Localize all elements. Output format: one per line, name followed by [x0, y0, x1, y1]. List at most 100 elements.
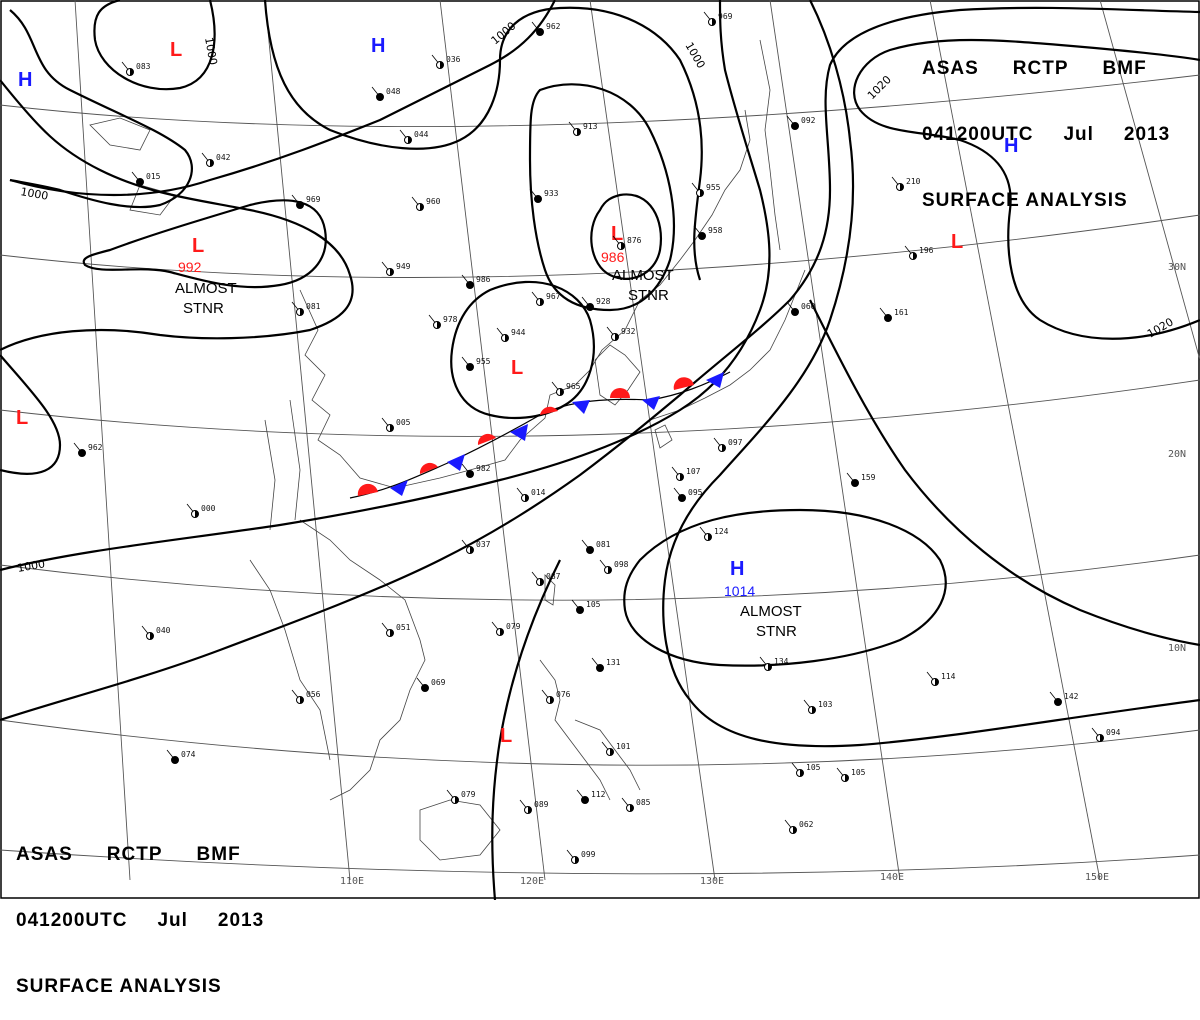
low-pressure-center: L — [611, 223, 623, 245]
station-plot: 210 — [891, 176, 921, 191]
pressure-centers: H L H H L L 986 ALMOST STNR L 992 ALMOST… — [16, 35, 1018, 747]
header-issuer: BMF — [1102, 58, 1147, 79]
station-cloud-cover — [500, 628, 504, 636]
station-pressure: 042 — [216, 153, 231, 162]
station-pressure: 103 — [818, 700, 833, 709]
station-plot: 044 — [399, 129, 429, 144]
station-cloud-cover — [680, 473, 684, 481]
station-plot: 051 — [381, 622, 411, 637]
station-cloud-cover — [575, 856, 579, 864]
station-observations: 962 969 036 048 044 083 015 042 960 969 949 081 986 9… — [73, 11, 1121, 864]
chart-header-top-right: ASAS RCTP BMF 041200UTC Jul 2013 SURFACE ANA… — [922, 14, 1170, 234]
station-cloud-cover — [795, 122, 799, 130]
grid-labels: 110E 120E 130E 140E 150E 30N 20N 10N — [340, 262, 1186, 887]
station-cloud-cover — [900, 183, 904, 191]
station-cloud-cover — [470, 470, 474, 478]
station-cloud-cover — [702, 232, 706, 240]
station-plot: 079 — [446, 789, 476, 804]
station-plot: 876 — [612, 235, 642, 250]
station-cloud-cover — [470, 281, 474, 289]
chart-header-bottom-left: ASAS RCTP BMF 041200UTC Jul 2013 SURFACE ANA… — [16, 800, 264, 1020]
station-plot: 094 — [1091, 727, 1121, 742]
station-pressure: 955 — [706, 183, 721, 192]
station-cloud-cover — [455, 796, 459, 804]
station-pressure: 982 — [476, 464, 491, 473]
station-cloud-cover — [793, 826, 797, 834]
station-cloud-cover — [440, 61, 444, 69]
station-plot: 986 — [461, 274, 491, 289]
header-issuer: RCTP — [1012, 58, 1069, 79]
station-cloud-cover — [528, 806, 532, 814]
station-pressure: 105 — [586, 600, 601, 609]
station-pressure: 142 — [1064, 692, 1079, 701]
central-pressure-value: 986 — [601, 249, 625, 265]
station-cloud-cover — [855, 479, 859, 487]
station-cloud-cover — [621, 242, 625, 250]
station-pressure: 949 — [396, 262, 411, 271]
isobar-line — [809, 299, 1200, 647]
station-plot: 978 — [428, 314, 458, 329]
station-pressure: 079 — [461, 790, 476, 799]
station-pressure: 105 — [806, 763, 821, 772]
station-pressure: 114 — [941, 672, 956, 681]
station-cloud-cover — [505, 334, 509, 342]
isobars — [0, 0, 1200, 900]
station-plot: 015 — [131, 171, 161, 186]
map-frame — [0, 0, 1200, 899]
isobar-line — [662, 0, 1200, 748]
station-pressure: 062 — [799, 820, 814, 829]
station-cloud-cover — [812, 706, 816, 714]
station-cloud-cover — [390, 268, 394, 276]
station-pressure: 969 — [306, 195, 321, 204]
station-pressure: 960 — [426, 197, 441, 206]
station-cloud-cover — [795, 308, 799, 316]
station-plot: 949 — [381, 261, 411, 276]
station-pressure: 056 — [306, 690, 321, 699]
movement-text: ALMOST — [175, 280, 237, 297]
station-plot: 107 — [671, 466, 701, 481]
station-pressure: 094 — [1106, 728, 1121, 737]
station-pressure: 085 — [636, 798, 651, 807]
station-plot: 965 — [551, 381, 581, 396]
station-pressure: 089 — [534, 800, 549, 809]
station-cloud-cover — [913, 252, 917, 260]
station-cloud-cover — [175, 756, 179, 764]
header-year: 2013 — [217, 910, 265, 931]
station-plot: 932 — [606, 326, 636, 341]
movement-text: STNR — [183, 300, 224, 317]
station-cloud-cover — [682, 494, 686, 502]
station-plot: 062 — [784, 819, 814, 834]
station-plot: 124 — [699, 526, 729, 541]
station-cloud-cover — [722, 444, 726, 452]
station-plot: 982 — [461, 463, 491, 478]
lon-label: 130E — [700, 876, 724, 887]
header-issuer: RCTP — [106, 844, 163, 865]
station-plot: 962 — [531, 21, 561, 36]
station-plot: 081 — [291, 301, 321, 316]
station-pressure: 014 — [531, 488, 546, 497]
isobar-value-label: 1000 — [19, 185, 49, 203]
movement-text: ALMOST — [740, 603, 802, 620]
station-pressure: 069 — [431, 678, 446, 687]
isobar-line — [263, 0, 703, 281]
station-plot: 105 — [791, 762, 821, 777]
station-pressure: 095 — [688, 488, 703, 497]
lat-label: 10N — [1168, 643, 1186, 654]
station-plot: 040 — [141, 625, 171, 640]
station-cloud-cover — [540, 298, 544, 306]
station-plot: 142 — [1049, 691, 1079, 706]
station-cloud-cover — [712, 18, 716, 26]
station-plot: 087 — [531, 571, 561, 586]
station-plot: 105 — [836, 767, 866, 782]
station-cloud-cover — [560, 388, 564, 396]
station-plot: 076 — [541, 689, 571, 704]
station-plot: 958 — [693, 225, 723, 240]
station-cloud-cover — [538, 195, 542, 203]
station-plot: 955 — [461, 356, 491, 371]
station-plot: 089 — [519, 799, 549, 814]
station-pressure: 074 — [181, 750, 196, 759]
isobar-line — [0, 354, 62, 475]
cold-front-triangles — [390, 372, 724, 496]
station-cloud-cover — [140, 178, 144, 186]
station-plot: 913 — [568, 121, 598, 136]
